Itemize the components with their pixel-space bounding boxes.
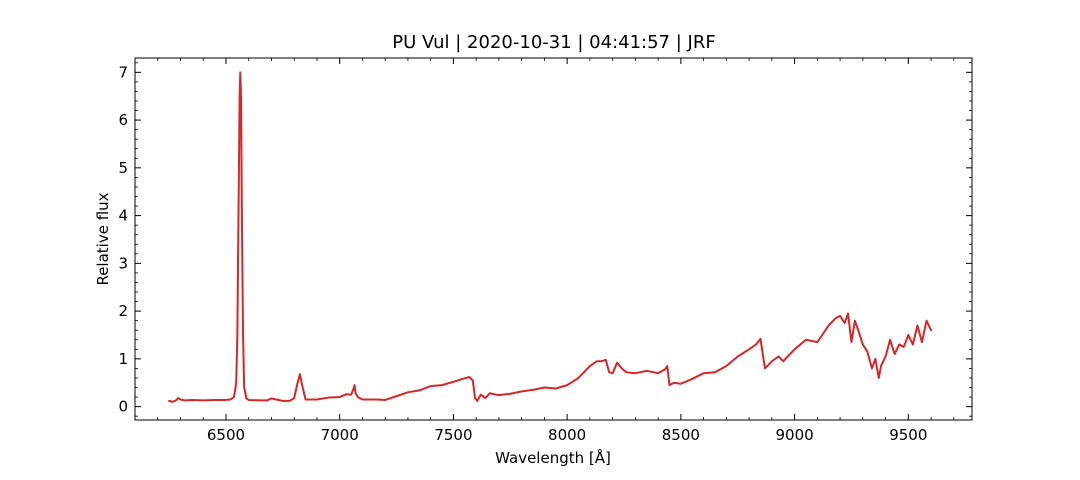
x-tick-label: 8000 [548,426,586,444]
spectrum-line [168,71,933,403]
y-tick-label: 7 [118,63,128,81]
y-tick-label: 1 [118,350,128,368]
plot-frame [134,57,973,421]
series-layer [168,71,933,403]
x-tick-label: 7500 [434,426,472,444]
y-tick-label: 0 [118,398,128,416]
chart-title: PU Vul | 2020-10-31 | 04:41:57 | JRF [392,32,715,53]
x-tick-label: 6500 [207,426,245,444]
y-axis-label: Relative flux [94,192,112,285]
y-tick-label: 6 [118,111,128,129]
axis-ticks: 6500 7000 7500 8000 8500 9000 9500 0 1 2 3 4 5 6 7 [118,58,972,444]
x-tick-label: 8500 [662,426,700,444]
y-tick-label: 3 [118,254,128,272]
y-tick-label: 5 [118,159,128,177]
y-tick-label: 4 [118,207,128,225]
y-tick-label: 2 [118,302,128,320]
x-axis-label: Wavelength [Å] [495,448,611,467]
x-tick-label: 9000 [775,426,813,444]
plot-area: 6500 7000 7500 8000 8500 9000 9500 0 1 2 3 4 5 6 7 [118,57,973,444]
x-tick-label: 7000 [321,426,359,444]
x-tick-label: 9500 [889,426,927,444]
